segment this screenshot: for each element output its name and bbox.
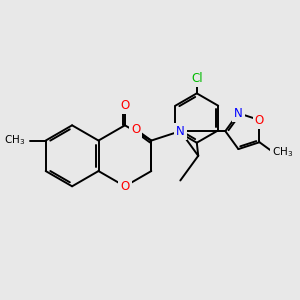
Text: CH$_3$: CH$_3$ — [272, 145, 294, 158]
Text: N: N — [234, 107, 243, 120]
Text: O: O — [255, 113, 264, 127]
Text: O: O — [120, 99, 130, 112]
Text: O: O — [120, 180, 130, 193]
Text: CH$_3$: CH$_3$ — [4, 134, 26, 148]
Text: N: N — [176, 124, 185, 138]
Text: O: O — [131, 123, 140, 136]
Text: Cl: Cl — [191, 72, 202, 85]
